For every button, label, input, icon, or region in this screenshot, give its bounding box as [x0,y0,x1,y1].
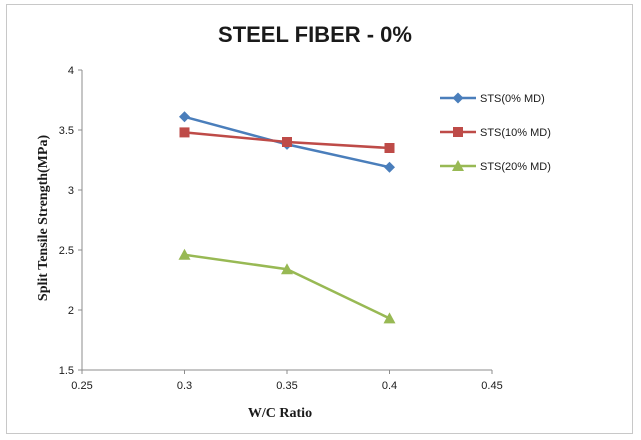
y-tick-label: 2.5 [59,245,74,257]
x-tick-label: 0.4 [382,380,397,392]
x-tick-label: 0.45 [481,380,502,392]
y-tick-label: 4 [68,65,74,77]
data-point-s2-p1 [281,263,293,275]
y-tick-label: 3.5 [59,125,74,137]
y-axis-label: Split Tensile Strength(MPa) [36,135,51,302]
data-point-s1-p2 [384,143,395,153]
data-point-s1-p0 [179,127,190,138]
x-tick-label: 0.3 [177,380,192,392]
legend-label: STS(20% MD) [480,161,551,173]
x-axis-label: W/C Ratio [248,406,312,421]
data-point-s0-p2 [384,161,395,173]
chart-area [6,4,633,434]
x-tick-label: 0.35 [276,380,297,392]
y-tick-label: 3 [68,185,74,197]
legend-marker-0 [452,92,464,104]
x-tick-label: 0.25 [71,380,92,392]
legend-marker-2 [452,160,464,171]
data-point-s1-p1 [282,137,292,147]
y-tick-label: 2 [68,305,74,317]
data-point-s2-p2 [383,312,396,324]
data-point-s2-p0 [178,248,191,260]
chart-title: STEEL FIBER - 0% [218,22,412,47]
legend-label: STS(10% MD) [480,127,551,139]
legend-marker-1 [453,127,463,137]
legend: STS(0% MD) STS(10% MD) STS(20% MD) [440,92,551,173]
legend-label: STS(0% MD) [480,93,545,105]
axis-ticks: 1.5 2 2.5 3 3.5 4 0.25 0.3 0.35 0.4 0.45 [59,65,503,392]
data-point-s0-p0 [179,111,190,123]
plot-series [178,111,396,324]
y-tick-label: 1.5 [59,365,74,377]
